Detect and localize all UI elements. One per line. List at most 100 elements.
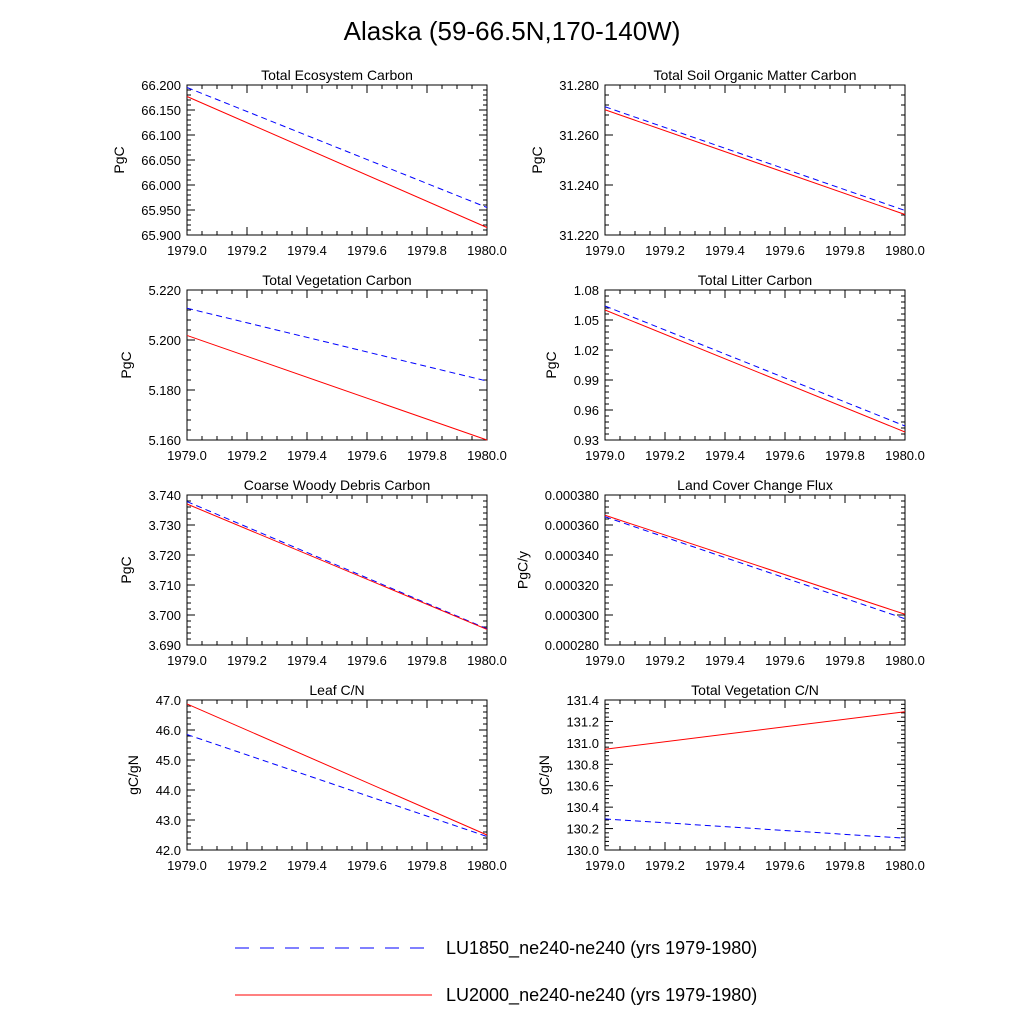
x-tick-label: 1979.2 <box>645 243 685 258</box>
x-tick-label: 1980.0 <box>467 243 507 258</box>
panel-title: Leaf C/N <box>309 682 364 698</box>
panel-title: Total Ecosystem Carbon <box>261 67 413 83</box>
x-tick-label: 1980.0 <box>467 653 507 668</box>
x-tick-label: 1980.0 <box>885 653 925 668</box>
panel-title: Land Cover Change Flux <box>677 477 833 493</box>
x-tick-label: 1979.4 <box>705 653 745 668</box>
x-tick-label: 1980.0 <box>885 243 925 258</box>
series-line-lu1850 <box>604 106 906 211</box>
x-tick-label: 1979.8 <box>407 448 447 463</box>
chart-panel-6: Land Cover Change Flux 1979.0 1979.2 1979.4… <box>514 477 924 668</box>
y-axis-label: PgC/y <box>514 551 530 589</box>
x-tick-label: 1979.4 <box>287 243 327 258</box>
x-tick-label: 1979.6 <box>765 243 805 258</box>
legend-label-lu2000: LU2000_ne240-ne240 (yrs 1979-1980) <box>446 985 757 1006</box>
series-line-lu1850 <box>186 501 488 630</box>
panel-title: Total Vegetation Carbon <box>262 272 411 288</box>
chart-panel-3: Total Vegetation Carbon 1979.0 1979.2 1979.… <box>118 272 507 463</box>
y-tick-label: 3.710 <box>148 578 181 593</box>
y-axis-label: PgC <box>118 351 134 378</box>
plot-frame <box>186 289 488 441</box>
y-axis-label: PgC <box>111 146 127 173</box>
x-tick-label: 1979.8 <box>825 858 865 873</box>
x-tick-label: 1979.8 <box>825 653 865 668</box>
plot-frame <box>186 699 488 851</box>
plot-frame <box>604 699 906 851</box>
plot-frame <box>604 84 906 236</box>
y-axis-label: PgC <box>543 351 559 378</box>
x-tick-label: 1979.0 <box>167 448 207 463</box>
x-tick-label: 1979.6 <box>347 243 387 258</box>
x-tick-label: 1979.4 <box>287 858 327 873</box>
x-tick-label: 1979.0 <box>585 858 625 873</box>
y-tick-label: 130.8 <box>566 757 599 772</box>
x-tick-label: 1979.2 <box>227 858 267 873</box>
series-line-lu2000 <box>604 711 906 750</box>
x-tick-label: 1980.0 <box>885 448 925 463</box>
x-tick-label: 1979.8 <box>407 653 447 668</box>
y-tick-label: 0.93 <box>574 433 599 448</box>
plot-frame <box>604 494 906 646</box>
x-tick-label: 1979.8 <box>825 243 865 258</box>
legend-label-lu1850: LU1850_ne240-ne240 (yrs 1979-1980) <box>446 938 757 959</box>
chart-panel-4: Total Litter Carbon 1979.0 1979.2 1979.4 197… <box>543 272 925 463</box>
y-tick-label: 1.05 <box>574 313 599 328</box>
x-tick-label: 1979.6 <box>765 448 805 463</box>
x-tick-label: 1979.2 <box>645 858 685 873</box>
y-tick-label: 3.730 <box>148 518 181 533</box>
series-line-lu2000 <box>186 96 488 228</box>
y-tick-label: 0.000380 <box>545 488 599 503</box>
x-tick-label: 1979.0 <box>585 448 625 463</box>
y-tick-label: 5.200 <box>148 333 181 348</box>
x-tick-label: 1979.0 <box>167 243 207 258</box>
x-tick-label: 1979.0 <box>167 653 207 668</box>
chart-panel-2: Total Soil Organic Matter Carbon 1979.0 19… <box>529 67 925 258</box>
chart-panel-8: Total Vegetation C/N 1979.0 1979.2 1979.4 19… <box>536 682 925 873</box>
y-tick-label: 45.0 <box>156 753 181 768</box>
y-tick-label: 3.740 <box>148 488 181 503</box>
series-line-lu2000 <box>186 703 488 836</box>
y-tick-label: 131.2 <box>566 714 599 729</box>
y-tick-label: 1.08 <box>574 283 599 298</box>
x-tick-label: 1979.0 <box>167 858 207 873</box>
series-line-lu2000 <box>186 334 488 441</box>
y-tick-label: 0.000320 <box>545 578 599 593</box>
y-tick-label: 47.0 <box>156 693 181 708</box>
plot-frame <box>186 494 488 646</box>
x-tick-label: 1979.6 <box>347 653 387 668</box>
y-tick-label: 131.4 <box>566 693 599 708</box>
y-tick-label: 131.0 <box>566 736 599 751</box>
y-tick-label: 130.0 <box>566 843 599 858</box>
x-tick-label: 1980.0 <box>467 858 507 873</box>
chart-panel-1: Total Ecosystem Carbon 1979.0 1979.2 1979.4… <box>111 67 507 258</box>
x-tick-label: 1979.6 <box>765 858 805 873</box>
x-tick-label: 1979.8 <box>825 448 865 463</box>
y-tick-label: 0.99 <box>574 373 599 388</box>
y-tick-label: 0.000280 <box>545 638 599 653</box>
y-axis-label: PgC <box>118 556 134 583</box>
y-tick-label: 0.000300 <box>545 608 599 623</box>
series-line-lu2000 <box>604 309 906 433</box>
x-tick-label: 1980.0 <box>467 448 507 463</box>
panel-title: Total Vegetation C/N <box>691 682 819 698</box>
series-line-lu1850 <box>604 305 906 427</box>
plot-frame <box>186 84 488 236</box>
x-tick-label: 1979.4 <box>287 653 327 668</box>
series-line-lu2000 <box>186 503 488 630</box>
series-line-lu1850 <box>186 307 488 382</box>
y-tick-label: 43.0 <box>156 813 181 828</box>
y-tick-label: 130.2 <box>566 822 599 837</box>
y-tick-label: 0.96 <box>574 403 599 418</box>
x-tick-label: 1979.4 <box>705 448 745 463</box>
y-tick-label: 5.180 <box>148 383 181 398</box>
x-tick-label: 1980.0 <box>885 858 925 873</box>
x-tick-label: 1979.0 <box>585 653 625 668</box>
x-tick-label: 1979.8 <box>407 858 447 873</box>
series-line-lu1850 <box>604 516 906 620</box>
x-tick-label: 1979.4 <box>705 243 745 258</box>
y-axis-label: gC/gN <box>536 755 552 795</box>
series-line-lu2000 <box>604 514 906 615</box>
figure-title: Alaska (59-66.5N,170-140W) <box>344 16 681 46</box>
y-tick-label: 31.280 <box>559 78 599 93</box>
